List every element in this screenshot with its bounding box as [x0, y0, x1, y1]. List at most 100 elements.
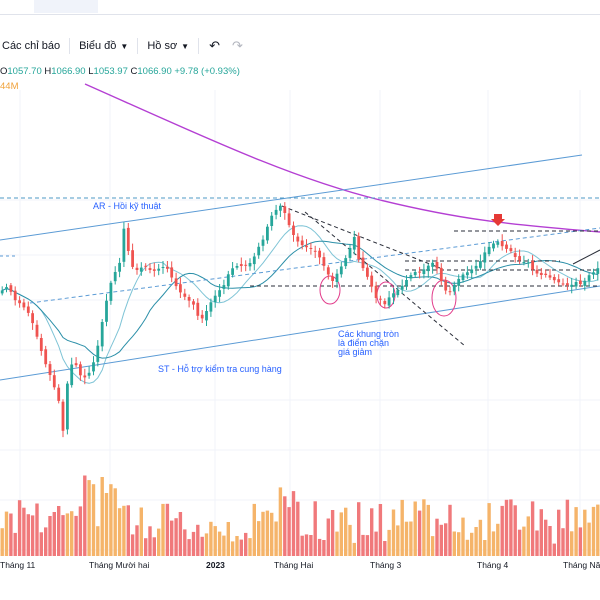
- candle-body: [209, 302, 213, 312]
- volume-bar: [339, 512, 343, 556]
- volume-bar: [478, 519, 483, 556]
- candle-body: [318, 250, 321, 258]
- volume-bar: [261, 511, 265, 556]
- volume-bar: [470, 532, 474, 556]
- candle-body: [444, 280, 448, 291]
- volume-bar: [496, 523, 500, 556]
- volume-bar: [474, 527, 478, 556]
- candle-body: [552, 277, 556, 281]
- volume-bar: [352, 542, 356, 556]
- x-axis: Tháng 11 Tháng Mười hai 2023 Tháng Hai T…: [0, 560, 600, 570]
- candle-body: [52, 375, 56, 388]
- volume-bar: [239, 539, 243, 556]
- candle-body: [474, 265, 478, 269]
- volume-bar: [161, 503, 165, 556]
- candle-body: [461, 274, 465, 280]
- candle-body: [235, 266, 239, 268]
- candle-body: [187, 297, 191, 301]
- candle-body: [74, 363, 78, 366]
- candle-body: [279, 205, 282, 211]
- chevron-down-icon: ▼: [120, 41, 129, 51]
- volume-bar: [174, 518, 178, 556]
- candle-body: [487, 246, 491, 255]
- candle-body: [357, 236, 361, 260]
- volume-bar: [44, 527, 48, 556]
- volume-bar: [439, 524, 443, 556]
- candle-body: [531, 260, 534, 270]
- candle-body: [579, 280, 582, 285]
- candle-body: [248, 263, 252, 267]
- volume-bar: [291, 491, 296, 556]
- volume-bar: [104, 493, 109, 556]
- candle-body: [57, 387, 61, 401]
- candle-body: [239, 264, 243, 266]
- candle-body: [292, 225, 295, 235]
- undo-icon[interactable]: ↶: [209, 38, 220, 53]
- volume-bar: [252, 503, 256, 556]
- volume-bar: [17, 500, 22, 556]
- volume-bar: [165, 503, 170, 556]
- candle-body: [583, 280, 587, 286]
- candle-body: [326, 267, 330, 275]
- candle-body: [535, 269, 539, 274]
- candle-body: [339, 266, 343, 275]
- volume-bar: [565, 499, 570, 556]
- volume-bar: [83, 475, 87, 556]
- candle-body: [148, 268, 152, 270]
- volume-bar: [326, 518, 330, 556]
- candle-body: [418, 271, 421, 273]
- volume-bar: [235, 536, 239, 556]
- close-label: C: [130, 66, 138, 77]
- candle-body: [179, 284, 182, 293]
- volume-bar: [100, 477, 104, 556]
- ma-long-line: [84, 83, 600, 233]
- volume-bar: [74, 515, 78, 556]
- profile-menu-label: Hồ sơ: [147, 40, 178, 52]
- volume-bar: [148, 526, 152, 556]
- volume-bar: [452, 531, 456, 556]
- volume-bar: [535, 530, 539, 556]
- profile-menu-button[interactable]: Hồ sơ ▼: [142, 34, 194, 58]
- volume-bar: [509, 499, 513, 556]
- candle-body: [244, 264, 248, 266]
- candle-body: [322, 257, 326, 266]
- annotation-circles-line3: giá giảm: [338, 347, 372, 357]
- chart-menu-button[interactable]: Biểu đồ ▼: [74, 34, 133, 58]
- volume-bar: [435, 518, 439, 556]
- x-tick-label: Tháng 4: [477, 560, 508, 570]
- volume-bar: [387, 529, 391, 556]
- volume-bar: [504, 499, 509, 556]
- candle-body: [470, 269, 474, 274]
- candle-body: [405, 280, 408, 286]
- x-tick-label: Tháng Mười hai: [89, 560, 150, 570]
- candle-body: [83, 375, 87, 378]
- annotation-ar: AR - Hồi kỹ thuật: [93, 201, 162, 211]
- candle-body: [392, 293, 395, 298]
- volume-bar: [417, 510, 422, 556]
- indicators-button[interactable]: Các chỉ báo: [0, 34, 65, 58]
- candle-body: [413, 272, 417, 276]
- volume-bar: [574, 507, 578, 556]
- candle-body: [509, 248, 513, 252]
- candle-body: [522, 262, 526, 263]
- volume-bar: [404, 521, 409, 556]
- volume-legend: 44M: [0, 81, 18, 92]
- change-value: +9.78 (+0.93%): [174, 66, 240, 77]
- stop-circle: [319, 275, 341, 305]
- redo-icon[interactable]: ↷: [232, 38, 243, 53]
- candle-body: [205, 311, 208, 321]
- candle-body: [231, 268, 234, 275]
- volume-bar: [487, 503, 491, 556]
- channel-lower-line: [0, 285, 600, 381]
- volume-bar: [309, 535, 313, 556]
- volume-bar: [191, 531, 196, 556]
- volume-bar: [570, 531, 574, 556]
- tab-stub[interactable]: [34, 0, 98, 13]
- candle-body: [218, 290, 221, 297]
- volume-bar: [274, 521, 278, 556]
- volume-bar: [517, 529, 522, 556]
- volume-bar: [178, 512, 183, 556]
- volume-bar: [300, 535, 304, 556]
- toolbar-divider: [198, 38, 200, 54]
